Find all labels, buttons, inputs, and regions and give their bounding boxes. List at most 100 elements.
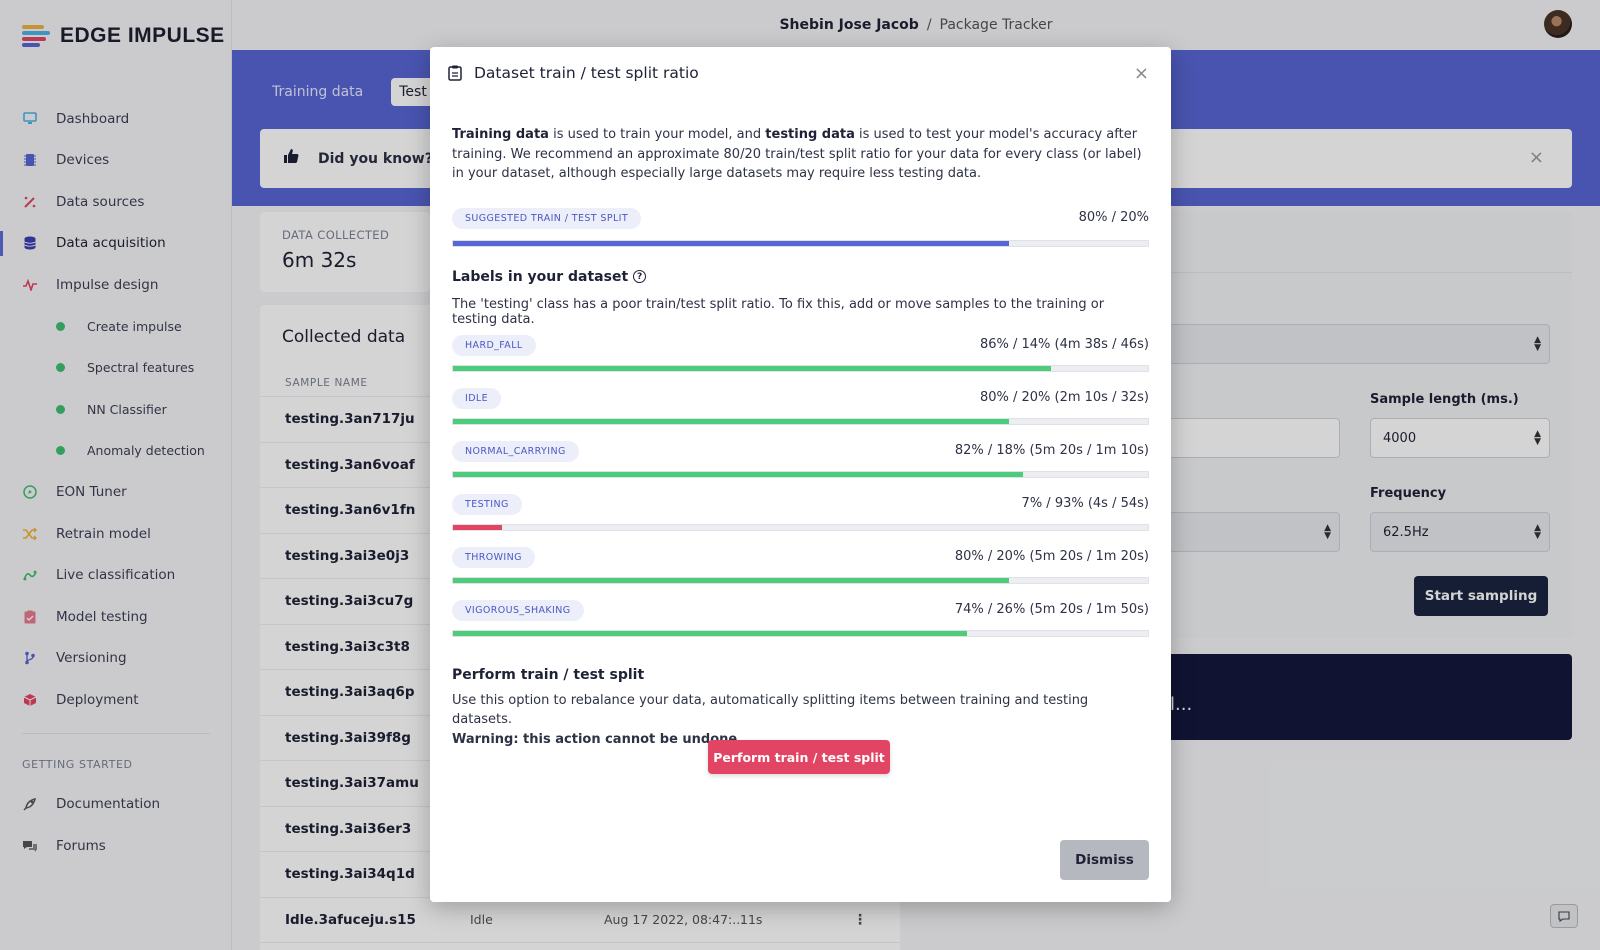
help-icon[interactable]: ? [633, 270, 647, 283]
sample-length-value: 4000 [1383, 430, 1417, 446]
perform-split-text: Use this option to rebalance your data, … [452, 692, 1089, 728]
label-badge: VIGOROUS_SHAKING [452, 599, 584, 621]
row-menu-icon[interactable]: ⋮ [853, 911, 867, 928]
divider [906, 272, 1572, 273]
sidebar-divider [22, 732, 210, 734]
breadcrumb-user[interactable]: Shebin Jose Jacob [779, 17, 919, 33]
sidebar-item-model-testing[interactable]: Model testing [0, 596, 232, 638]
sidebar-item-label: Anomaly detection [87, 443, 205, 459]
intro-bold-testing: testing data [765, 127, 855, 142]
sidebar-item-label: NN Classifier [87, 401, 167, 417]
dismiss-button[interactable]: Dismiss [1060, 840, 1149, 880]
top-bar: Shebin Jose Jacob / Package Tracker [232, 0, 1600, 50]
label-split-bar [452, 576, 1149, 584]
avatar[interactable] [1544, 10, 1572, 38]
sidebar-item-impulse-design[interactable]: Impulse design [0, 264, 232, 306]
clipboard-check-icon [22, 609, 38, 625]
sidebar-item-spectral-features[interactable]: Spectral features [0, 347, 232, 389]
label-split-row: IDLE 80% / 20% (2m 10s / 32s) [452, 387, 1149, 433]
status-dot-icon [56, 446, 65, 456]
sidebar-item-forums[interactable]: Forums [0, 825, 232, 867]
sample-length-input[interactable]: 4000 ▲ ▼ [1370, 418, 1550, 458]
sample-length-label: Sample length (ms.) [1370, 392, 1519, 407]
sidebar-item-documentation[interactable]: Documentation [0, 784, 232, 826]
sidebar-item-label: Dashboard [56, 110, 130, 127]
sidebar-item-devices[interactable]: Devices [0, 140, 232, 182]
suggested-split-ratio: 80% / 20% [1078, 209, 1149, 225]
sidebar-item-create-impulse[interactable]: Create impulse [0, 306, 232, 348]
data-collected-value: 6m 32s [282, 248, 357, 272]
sidebar-item-anomaly-detection[interactable]: Anomaly detection [0, 430, 232, 472]
logo[interactable]: EDGE IMPULSE [22, 24, 225, 48]
sidebar-item-versioning[interactable]: Versioning [0, 638, 232, 680]
label-badge: NORMAL_CARRYING [452, 440, 579, 462]
sidebar-item-label: Documentation [56, 796, 161, 813]
sample-length: 11s [740, 912, 763, 928]
breadcrumb-separator: / [926, 17, 932, 33]
label-split-bar [452, 417, 1149, 425]
label-split-fill [453, 524, 502, 530]
label-split-row: THROWING 80% / 20% (5m 20s / 1m 20s) [452, 546, 1149, 592]
label-split-fill [453, 471, 1023, 477]
label-split-bar [452, 364, 1149, 372]
chip-icon [22, 152, 38, 168]
status-dot-icon [56, 363, 65, 373]
table-row[interactable]: Idle.3afuceju.s15 Idle Aug 17 2022, 08:4… [260, 898, 900, 943]
sidebar-item-deployment[interactable]: Deployment [0, 679, 232, 721]
stepper-icon[interactable]: ▲ ▼ [1534, 429, 1541, 447]
sidebar-item-retrain-model[interactable]: Retrain model [0, 513, 232, 555]
label-split-fill [453, 365, 1051, 371]
sidebar-item-live-classification[interactable]: Live classification [0, 555, 232, 597]
label-split-ratio: 7% / 93% (4s / 54s) [1021, 495, 1149, 511]
sample-name: testing.3ai34q1d [285, 866, 415, 883]
sidebar-item-data-sources[interactable]: Data sources [0, 181, 232, 223]
sidebar-item-eon-tuner[interactable]: EON Tuner [0, 472, 232, 514]
thumbs-up-icon [284, 148, 300, 169]
feedback-chat-icon[interactable] [1550, 904, 1578, 928]
label-badge: HARD_FALL [452, 334, 536, 356]
intro-text: is used to train your model, and [548, 127, 766, 142]
data-collected-label: DATA COLLECTED [282, 228, 390, 242]
split-ratio-modal: Dataset train / test split ratio × Train… [430, 47, 1171, 902]
branch-icon [22, 650, 38, 666]
close-icon[interactable]: × [1133, 63, 1149, 84]
labels-note: The 'testing' class has a poor train/tes… [452, 296, 1105, 327]
tab-training-data[interactable]: Training data [272, 84, 364, 100]
intro-text: is used to test your model's accuracy af… [452, 127, 1142, 181]
sidebar-item-label: Live classification [56, 567, 176, 584]
box-icon [22, 692, 38, 708]
perform-split-heading: Perform train / test split [452, 666, 645, 683]
sidebar-nav: Dashboard Devices Data sources Data acqu… [0, 98, 232, 867]
suggested-split-row: SUGGESTED TRAIN / TEST SPLIT 80% / 20% [452, 207, 1149, 236]
chat-icon [22, 838, 38, 854]
frequency-select[interactable]: 62.5Hz ▲ ▼ [1370, 512, 1550, 552]
sidebar-item-dashboard[interactable]: Dashboard [0, 98, 232, 140]
label-split-fill [453, 418, 1009, 424]
breadcrumb-project[interactable]: Package Tracker [939, 17, 1053, 33]
modal-body: Training data is used to train your mode… [452, 125, 1149, 749]
label-split-fill [453, 630, 968, 636]
sidebar-item-data-acquisition[interactable]: Data acquisition [0, 223, 232, 265]
label-split-fill [453, 577, 1009, 583]
close-icon[interactable]: × [1528, 147, 1544, 168]
label-badge: TESTING [452, 493, 522, 515]
intro-bold-training: Training data [452, 127, 549, 142]
sample-name: testing.3ai39f8g [285, 729, 411, 746]
label-split-ratio: 80% / 20% (5m 20s / 1m 20s) [954, 548, 1149, 564]
perform-split-button[interactable]: Perform train / test split [708, 740, 890, 774]
database-icon [22, 235, 38, 251]
sidebar-item-label: Spectral features [87, 360, 195, 376]
suggested-split-badge: SUGGESTED TRAIN / TEST SPLIT [452, 207, 642, 229]
label-split-ratio: 82% / 18% (5m 20s / 1m 10s) [954, 442, 1149, 458]
label-split-ratio: 74% / 26% (5m 20s / 1m 50s) [954, 601, 1149, 617]
rocket-icon [22, 796, 38, 812]
label-split-row: HARD_FALL 86% / 14% (4m 38s / 46s) [452, 334, 1149, 380]
label-badge: THROWING [452, 546, 535, 568]
sidebar-item-label: Versioning [56, 650, 127, 667]
start-sampling-button[interactable]: Start sampling [1414, 576, 1548, 616]
pulse-icon [22, 277, 38, 293]
select-arrows-icon: ▲ ▼ [1534, 523, 1541, 541]
sidebar-item-label: Forums [56, 837, 106, 854]
sidebar-item-label: Deployment [56, 691, 139, 708]
sidebar-item-nn-classifier[interactable]: NN Classifier [0, 389, 232, 431]
